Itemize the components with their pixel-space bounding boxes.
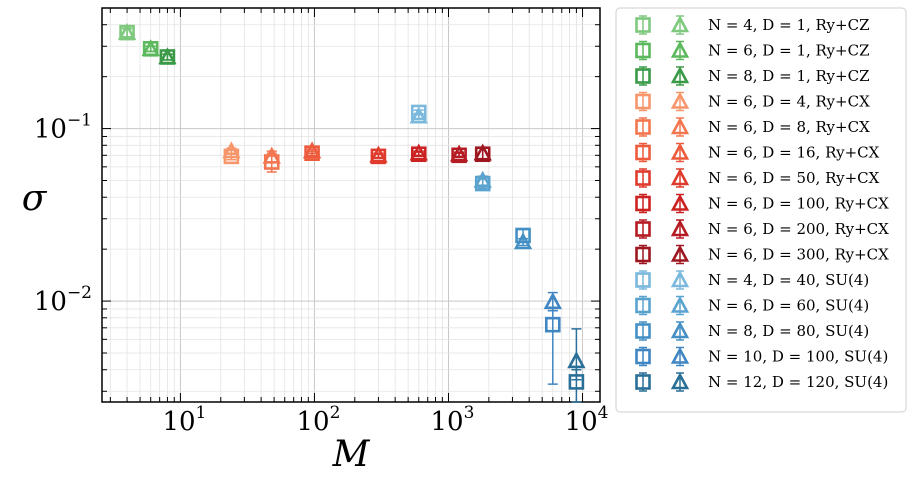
legend-label: N = 6, D = 200, Ry+CX (708, 220, 889, 238)
triangle-marker (302, 141, 322, 159)
legend: N = 4, D = 1, Ry+CZ N = 6, D = 1, Ry+CZ N … (615, 7, 907, 413)
triangle-marker (670, 219, 690, 237)
square-marker (635, 195, 651, 212)
triangle-marker (158, 47, 177, 65)
legend-entry: N = 6, D = 50, Ry+CX (635, 168, 880, 188)
legend-label: N = 6, D = 1, Ry+CZ (708, 42, 870, 60)
square-marker (635, 374, 651, 390)
triangle-marker (473, 170, 492, 188)
legend-entry: N = 4, D = 1, Ry+CZ (635, 15, 870, 35)
triangle-marker (222, 141, 241, 159)
legend-entry: N = 8, D = 80, SU(4) (635, 321, 869, 341)
legend-label: N = 6, D = 50, Ry+CX (708, 169, 880, 187)
legend-label: N = 8, D = 1, Ry+CZ (708, 67, 870, 85)
legend-entry: N = 6, D = 1, Ry+CZ (635, 40, 870, 61)
triangle-marker (670, 117, 690, 135)
square-marker (410, 104, 427, 121)
square-marker (635, 272, 651, 288)
legend-label: N = 6, D = 4, Ry+CX (708, 93, 870, 111)
square-marker (635, 297, 651, 314)
triangle-marker (409, 143, 428, 161)
legend-label: N = 6, D = 60, SU(4) (708, 297, 869, 315)
legend-label: N = 6, D = 16, Ry+CX (708, 144, 880, 162)
legend-frame (615, 7, 907, 413)
square-marker (635, 170, 651, 186)
axis-ticks (102, 7, 600, 402)
triangle-marker (670, 66, 690, 84)
square-marker (635, 119, 651, 135)
square-marker (568, 374, 585, 390)
triangle-marker (670, 142, 690, 160)
legend-label: N = 12, D = 120, SU(4) (708, 373, 888, 391)
x-axis-label: M (332, 434, 371, 475)
triangle-marker (670, 321, 690, 339)
x-tick-label: 102 (296, 403, 340, 437)
axis-tick-labels: 101 102 103 104 10−2 10−1 (34, 111, 609, 437)
legend-entry: N = 10, D = 100, SU(4) (635, 346, 888, 367)
plot-frame (101, 7, 601, 403)
triangle-marker (670, 168, 690, 186)
square-marker (515, 227, 531, 244)
triangle-marker (473, 143, 492, 161)
triangle-marker (670, 91, 690, 109)
square-marker (635, 68, 651, 84)
triangle-marker (449, 144, 469, 162)
legend-entry: N = 6, D = 4, Ry+CX (635, 91, 870, 112)
y-tick-label: 10−2 (34, 283, 92, 317)
triangle-marker (670, 295, 690, 313)
triangle-marker (117, 22, 137, 40)
legend-label: N = 6, D = 8, Ry+CX (708, 118, 870, 136)
square-marker (635, 42, 651, 59)
legend-entry: N = 12, D = 120, SU(4) (635, 372, 888, 392)
x-tick-label: 104 (565, 403, 609, 437)
square-marker (635, 323, 651, 339)
triangle-marker (670, 244, 690, 262)
triangle-marker (513, 232, 533, 250)
legend-label: N = 6, D = 300, Ry+CX (708, 246, 889, 264)
legend-entry: N = 6, D = 60, SU(4) (635, 295, 869, 316)
triangle-marker (369, 145, 388, 163)
square-marker (635, 246, 651, 263)
plot-grid (102, 7, 600, 402)
square-marker (635, 93, 651, 110)
triangle-marker (670, 15, 690, 33)
y-axis-label: σ (22, 178, 48, 219)
legend-label: N = 6, D = 100, Ry+CX (708, 195, 889, 213)
legend-entry: N = 6, D = 8, Ry+CX (635, 117, 870, 137)
triangle-marker (409, 106, 428, 124)
triangle-marker (670, 270, 690, 288)
legend-entry: N = 4, D = 40, SU(4) (635, 270, 869, 290)
square-marker (635, 221, 651, 237)
legend-entry: N = 6, D = 16, Ry+CX (635, 142, 880, 163)
legend-label: N = 4, D = 40, SU(4) (708, 271, 869, 289)
legend-entry: N = 6, D = 200, Ry+CX (635, 219, 889, 239)
triangle-marker (670, 193, 690, 211)
y-tick-label: 10−1 (34, 111, 92, 145)
triangle-marker (567, 351, 586, 369)
square-marker (544, 316, 561, 333)
legend-entry: N = 6, D = 300, Ry+CX (635, 244, 889, 265)
legend-label: N = 4, D = 1, Ry+CZ (708, 16, 870, 34)
square-marker (635, 348, 651, 365)
x-tick-label: 101 (162, 403, 206, 437)
triangle-marker (670, 40, 690, 58)
triangle-marker (670, 346, 690, 364)
triangle-marker (262, 146, 281, 164)
square-marker (635, 17, 651, 33)
data-points (117, 22, 586, 403)
triangle-marker (543, 292, 562, 310)
legend-label: N = 10, D = 100, SU(4) (708, 348, 888, 366)
triangle-marker (670, 372, 690, 390)
legend-entry: N = 8, D = 1, Ry+CZ (635, 66, 870, 86)
x-tick-label: 103 (431, 403, 475, 437)
square-marker (635, 144, 651, 161)
legend-label: N = 8, D = 80, SU(4) (708, 322, 869, 340)
triangle-marker (141, 39, 160, 57)
legend-entry: N = 6, D = 100, Ry+CX (635, 193, 889, 214)
